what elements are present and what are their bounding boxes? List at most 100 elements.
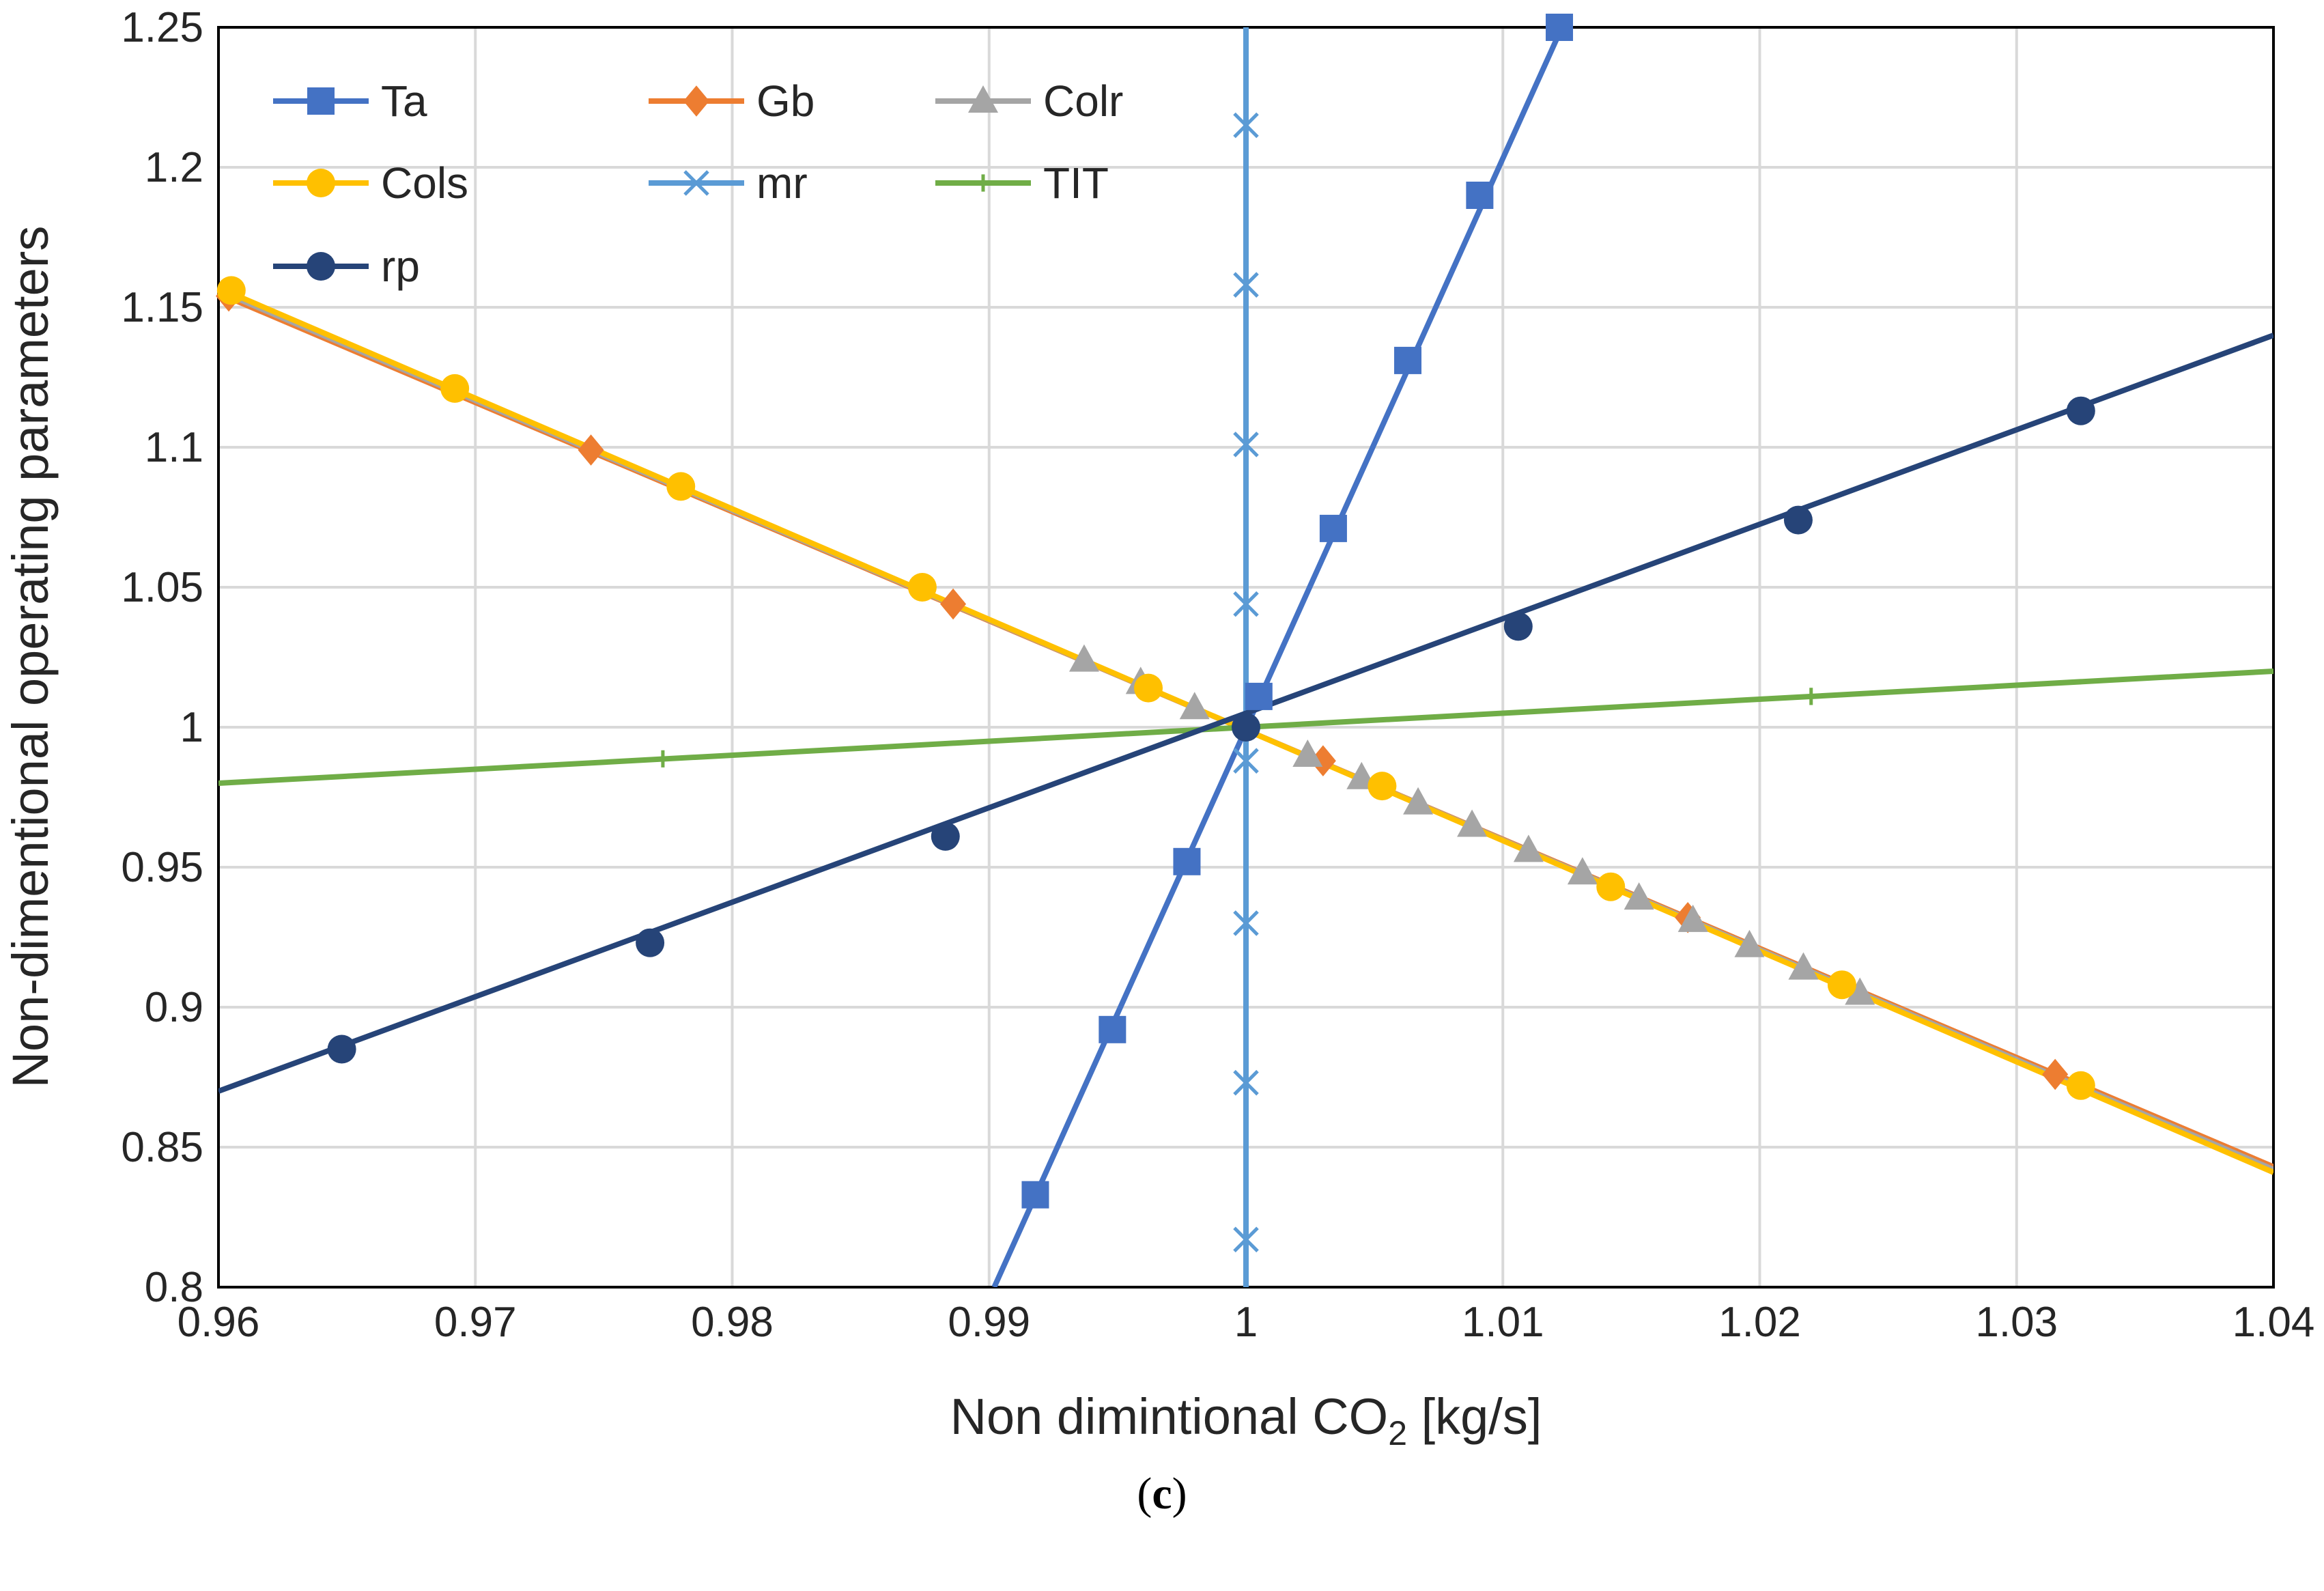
data-point-colr — [1734, 929, 1765, 957]
data-point-colr — [1457, 809, 1488, 837]
caption-letter: c — [1152, 1469, 1172, 1519]
series-line-ta — [991, 26, 1565, 1287]
data-point-rp — [636, 928, 665, 957]
x-tick-label: 1.03 — [1975, 1299, 2058, 1346]
data-point-cols — [1368, 772, 1397, 801]
legend-swatch-marker-tit — [974, 174, 992, 192]
data-point-rp — [1232, 713, 1260, 742]
legend-label-tit: TIT — [1043, 158, 1109, 208]
y-tick-label: 0.85 — [121, 1124, 203, 1171]
data-point-colr — [1068, 644, 1099, 672]
data-point-ta — [1173, 847, 1201, 875]
data-point-mr — [1233, 112, 1259, 139]
legend-swatch-marker-colr — [968, 85, 998, 113]
data-point-cols — [907, 573, 937, 602]
data-point-tit — [1802, 688, 1820, 705]
data-point-gb — [1309, 745, 1336, 776]
legend-item-gb: Gb — [649, 76, 814, 126]
figure-caption: (c) — [0, 1468, 2324, 1520]
legend-swatch-marker-gb — [683, 85, 709, 117]
data-point-rp — [2066, 396, 2095, 425]
data-point-gb — [578, 434, 604, 466]
legend-item-rp: rp — [273, 242, 420, 291]
series-markers — [216, 14, 2095, 1253]
x-axis-label: Non dimintional CO2 [kg/s] — [950, 1388, 1542, 1452]
legend-swatch-marker-rp — [307, 252, 335, 281]
y-axis-tick-labels: 0.8 0.85 0.9 0.95 1 1.05 1.1 1.15 1.2 1.25 — [121, 4, 203, 1311]
legend-label-gb: Gb — [756, 76, 814, 126]
data-point-colr — [1788, 952, 1819, 980]
legend-item-tit: TIT — [935, 158, 1109, 208]
data-point-rp — [327, 1034, 356, 1064]
data-point-ta — [1466, 182, 1494, 209]
x-axis-label-unit: [kg/s] — [1407, 1388, 1542, 1445]
y-tick-label: 0.9 — [145, 984, 203, 1031]
legend-swatch-marker-ta — [307, 87, 335, 115]
legend-label-colr: Colr — [1043, 76, 1123, 126]
data-point-mr — [1233, 910, 1259, 936]
data-point-colr — [1567, 857, 1598, 885]
data-point-ta — [1394, 346, 1422, 374]
data-point-mr — [1233, 272, 1259, 298]
legend-label-mr: mr — [756, 158, 808, 208]
legend: Ta Gb Colr Cols mr TIT rp — [273, 76, 1123, 291]
legend-swatch-marker-mr — [683, 170, 709, 196]
y-tick-label: 1.15 — [121, 284, 203, 331]
x-axis-label-main: Non dimintional CO — [950, 1388, 1389, 1445]
series-lines — [218, 26, 2273, 1287]
data-point-colr — [1403, 787, 1434, 815]
data-point-cols — [440, 374, 470, 403]
x-tick-label: 0.96 — [178, 1299, 260, 1346]
data-point-rp — [1783, 505, 1813, 535]
data-point-colr — [1513, 834, 1544, 862]
data-point-ta — [1546, 14, 1574, 41]
legend-item-colr: Colr — [935, 76, 1123, 126]
y-tick-label: 1.2 — [145, 144, 203, 191]
y-tick-label: 1.1 — [145, 424, 203, 471]
legend-swatch-marker-cols — [307, 169, 335, 197]
data-point-rp — [1503, 612, 1533, 641]
data-point-colr — [1292, 740, 1323, 767]
data-point-colr — [1845, 977, 1875, 1005]
x-tick-label: 0.99 — [948, 1299, 1030, 1346]
data-point-mr — [1233, 432, 1259, 457]
data-point-mr — [1233, 748, 1259, 774]
caption-close-paren: ) — [1172, 1469, 1187, 1519]
x-tick-label: 1 — [1234, 1299, 1258, 1346]
legend-item-cols: Cols — [273, 158, 468, 208]
data-point-cols — [216, 276, 246, 305]
data-point-cols — [1827, 970, 1856, 1000]
data-point-cols — [1134, 673, 1163, 703]
data-point-tit — [654, 750, 672, 768]
y-tick-label: 1.25 — [121, 4, 203, 51]
data-point-ta — [1319, 514, 1347, 542]
y-axis-label: Non-dimentional operating parameters — [2, 226, 59, 1088]
x-axis-tick-labels: 0.96 0.97 0.98 0.99 1 1.01 1.02 1.03 1.04 — [178, 1299, 2315, 1346]
data-point-cols — [2066, 1071, 2095, 1100]
x-axis-label-subscript: 2 — [1388, 1414, 1407, 1452]
y-tick-label: 0.8 — [145, 1264, 203, 1311]
legend-item-mr: mr — [649, 158, 808, 208]
data-point-mr — [1233, 591, 1259, 617]
data-point-gb — [940, 588, 967, 620]
data-point-cols — [666, 472, 696, 501]
legend-label-rp: rp — [381, 242, 420, 291]
data-point-colr — [1677, 904, 1708, 932]
legend-item-ta: Ta — [273, 76, 427, 126]
legend-label-cols: Cols — [381, 158, 468, 208]
data-point-gb — [2042, 1058, 2069, 1090]
data-point-ta — [1245, 682, 1273, 710]
data-point-mr — [1233, 1069, 1259, 1096]
data-point-rp — [931, 821, 960, 851]
data-point-ta — [1021, 1181, 1049, 1209]
y-tick-label: 0.95 — [121, 844, 203, 891]
x-tick-label: 1.02 — [1718, 1299, 1801, 1346]
caption-open-paren: ( — [1137, 1469, 1152, 1519]
data-point-colr — [1179, 692, 1210, 720]
data-point-mr — [1233, 1226, 1259, 1253]
x-tick-label: 1.01 — [1462, 1299, 1544, 1346]
data-point-ta — [1099, 1015, 1126, 1043]
x-tick-label: 0.98 — [691, 1299, 774, 1346]
x-tick-label: 0.97 — [434, 1299, 517, 1346]
